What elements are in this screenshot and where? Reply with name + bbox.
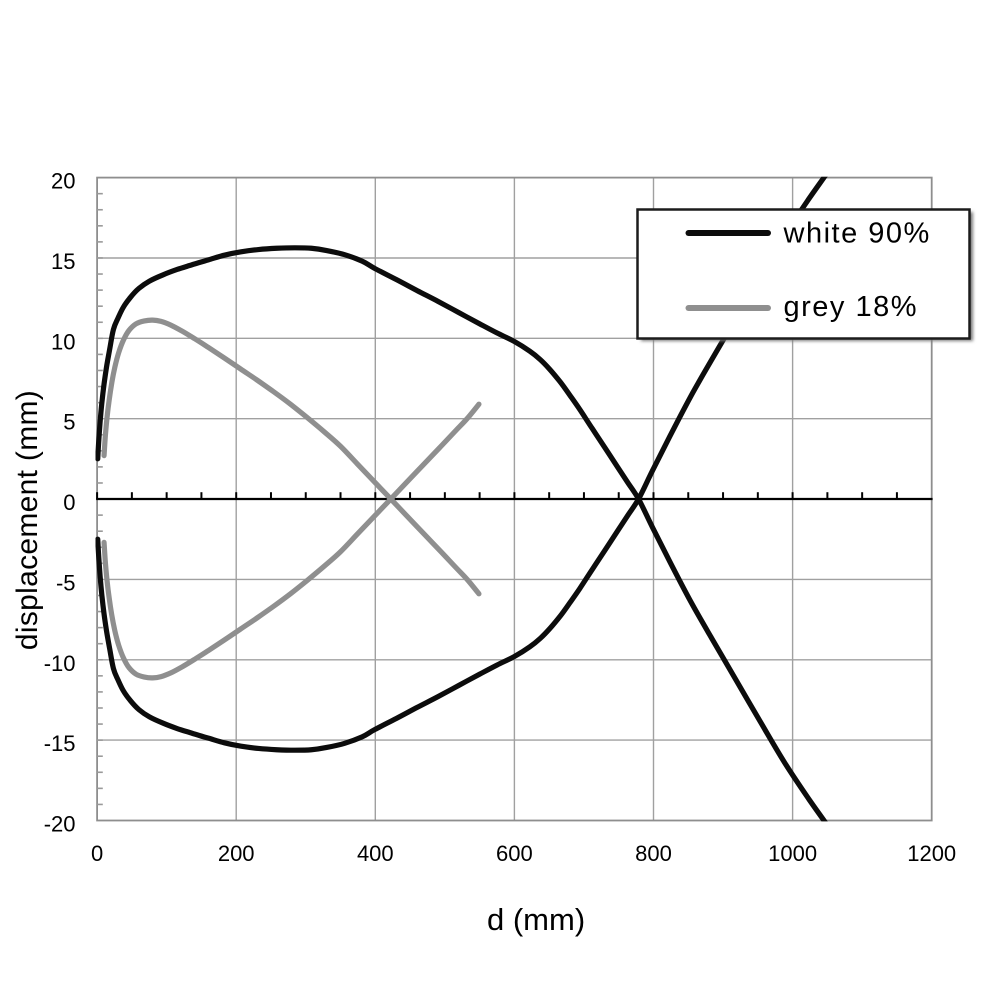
svg-text:400: 400 [357, 841, 394, 866]
svg-text:20: 20 [51, 169, 75, 194]
svg-text:grey 18%: grey 18% [784, 291, 919, 323]
svg-text:200: 200 [218, 841, 255, 866]
svg-text:-10: -10 [44, 651, 76, 676]
svg-text:5: 5 [63, 410, 75, 435]
svg-text:800: 800 [635, 841, 672, 866]
svg-text:1000: 1000 [768, 841, 817, 866]
svg-text:15: 15 [51, 249, 75, 274]
svg-text:10: 10 [51, 329, 75, 354]
svg-text:-15: -15 [44, 731, 76, 756]
svg-text:0: 0 [63, 490, 75, 515]
svg-text:-5: -5 [56, 570, 76, 595]
svg-text:-20: -20 [44, 812, 76, 837]
svg-text:0: 0 [91, 841, 103, 866]
svg-text:600: 600 [496, 841, 533, 866]
svg-text:white 90%: white 90% [783, 217, 931, 249]
svg-text:d (mm): d (mm) [487, 902, 585, 937]
svg-text:1200: 1200 [907, 841, 956, 866]
svg-text:displacement (mm): displacement (mm) [11, 390, 44, 650]
